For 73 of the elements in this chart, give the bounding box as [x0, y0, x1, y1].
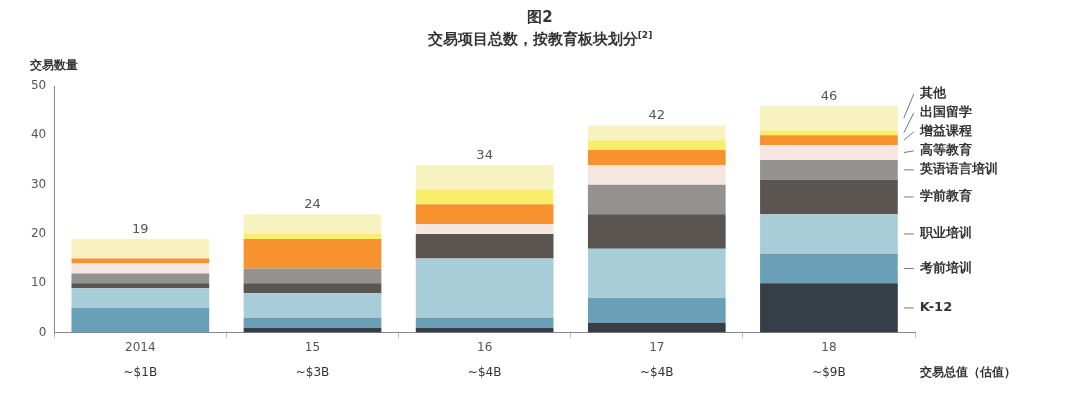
y-tick-label: 0 [38, 324, 47, 339]
text: 交易总值（估值） [918, 364, 1016, 379]
bar [415, 164, 554, 190]
y-tick-label: 50 [30, 78, 47, 93]
text: ~$3B [295, 364, 330, 379]
text: ~$4B [640, 364, 674, 379]
series-label: 其他 [918, 85, 947, 101]
bar [71, 307, 210, 333]
bar [415, 224, 554, 234]
x-tick-label: 2014 [125, 339, 156, 354]
bar [71, 258, 210, 264]
bar [587, 150, 726, 165]
bar [71, 283, 210, 289]
series-label: 职业培训 [918, 225, 972, 241]
bar [760, 159, 898, 180]
bar [415, 258, 554, 318]
bar [415, 204, 554, 225]
chart-title: 图2 [526, 7, 554, 27]
bar [243, 233, 382, 239]
bar [760, 130, 898, 136]
total-label: 24 [304, 196, 321, 212]
bar [587, 214, 726, 249]
bar [587, 140, 726, 151]
total-label: 34 [476, 146, 493, 162]
series-label: 增益课程 [918, 123, 972, 139]
bar [243, 293, 382, 318]
bar [760, 283, 898, 333]
bar [587, 184, 726, 215]
bar [587, 125, 726, 141]
series-label: 学前教育 [919, 188, 972, 204]
series-label: K-12 [919, 299, 953, 315]
y-axis-title: 交易数量 [29, 58, 78, 73]
bar [243, 268, 382, 284]
bar [415, 317, 554, 328]
x-tick-label: 17 [649, 339, 665, 354]
text: ~$4B [467, 364, 502, 379]
chart-subtitle: 交易项目总数，按教育板块划分$^{[2]}$ [426, 30, 654, 49]
bar [760, 214, 898, 254]
bar [71, 238, 210, 259]
bar [760, 253, 898, 284]
x-tick-label: 16 [476, 339, 493, 354]
bar [587, 298, 726, 323]
series-label: 高等教育 [919, 142, 972, 158]
bar [243, 317, 382, 328]
bar [243, 238, 382, 269]
total-label: 42 [648, 107, 666, 123]
bar [243, 283, 382, 294]
bar [587, 322, 726, 333]
bar [760, 179, 898, 215]
series-label: 考前培训 [918, 259, 972, 275]
bar [243, 214, 382, 234]
y-tick-label: 30 [30, 176, 47, 191]
y-tick-label: 10 [30, 275, 47, 290]
bar [760, 135, 898, 146]
text: ~$1B [123, 364, 158, 379]
series-label: 出国留学 [919, 104, 972, 120]
bar [587, 248, 726, 299]
bar [71, 273, 210, 284]
x-tick-label: 18 [821, 339, 837, 354]
bar [71, 288, 210, 308]
total-label: 19 [132, 220, 149, 236]
y-tick-label: 20 [30, 226, 47, 241]
bar [760, 145, 898, 160]
bar [587, 164, 726, 185]
series-label: 英语语言培训 [918, 161, 998, 177]
y-tick-label: 40 [30, 127, 47, 142]
bar [71, 263, 210, 274]
x-tick-label: 15 [304, 339, 321, 354]
text: ~$9B [812, 364, 846, 379]
bar [760, 105, 898, 131]
bar [415, 233, 554, 259]
bar [415, 189, 554, 205]
total-label: 46 [820, 87, 838, 103]
